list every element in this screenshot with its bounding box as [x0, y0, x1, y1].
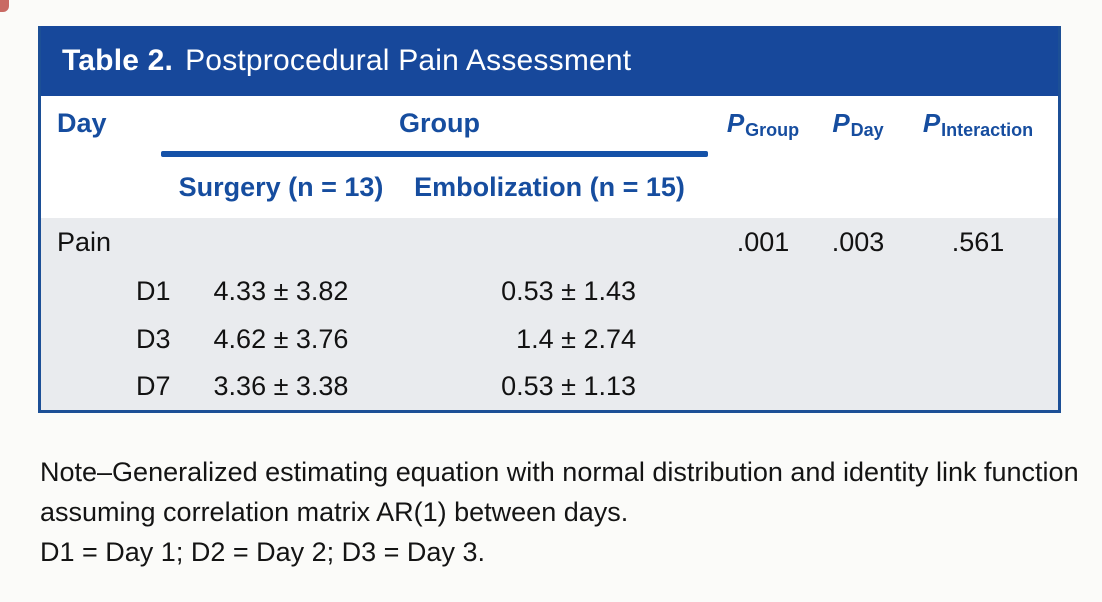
table-2-card: Table 2. Postprocedural Pain Assessment …	[38, 26, 1061, 413]
p-group-value	[708, 267, 818, 315]
row-label: D3	[136, 323, 171, 354]
table-row-d3: D3 4.62 ± 3.76 1.4 ± 2.74	[41, 315, 1058, 363]
p-symbol: P	[832, 108, 850, 138]
table-row-d1: D1 4.33 ± 3.82 0.53 ± 1.43	[41, 267, 1058, 315]
row-label: Pain	[57, 227, 112, 257]
p-day-value: .003	[831, 227, 885, 257]
p-symbol: P	[922, 108, 941, 138]
embolization-value: 0.53 ± 1.43	[501, 275, 636, 306]
table-note: Note–Generalized estimating equation wit…	[40, 452, 1085, 572]
table-row-d7: D7 3.36 ± 3.38 0.53 ± 1.13	[41, 363, 1058, 410]
column-header-p-group: P Group	[708, 108, 818, 140]
embolization-value: 1.4 ± 2.74	[516, 323, 636, 354]
p-subscript-group: Group	[745, 120, 800, 140]
p-interaction-value: .561	[951, 227, 1005, 257]
p-group-value: .001	[736, 227, 790, 257]
column-header-day: Day	[57, 108, 107, 138]
embolization-value: 0.53 ± 1.13	[501, 371, 636, 401]
p-interaction-value	[898, 267, 1058, 315]
p-group-value	[708, 315, 818, 363]
column-header-p-day: P Day	[818, 108, 898, 140]
p-day-value	[818, 267, 898, 315]
p-day-value	[818, 315, 898, 363]
surgery-value	[171, 218, 391, 267]
note-definitions: D1 = Day 1; D2 = Day 2; D3 = Day 3.	[40, 537, 485, 567]
row-label: D7	[136, 371, 171, 401]
table-body: Pain .001 .003 .561 D1 4.33 ± 3.82 0.53 …	[41, 218, 1058, 410]
group-span-rule-row	[41, 151, 1058, 157]
table-number-label: Table 2.	[62, 44, 174, 77]
p-symbol: P	[726, 108, 745, 138]
column-header-group: Group	[399, 108, 480, 138]
table-row-pain: Pain .001 .003 .561	[41, 218, 1058, 267]
table-header: Day Group P Group P Day P Interaction Surge…	[41, 96, 1058, 218]
column-header-embolization: Embolization (n = 15)	[414, 172, 685, 202]
p-group-value	[708, 363, 818, 410]
p-subscript-interaction: Interaction	[941, 120, 1034, 140]
p-interaction-value	[898, 315, 1058, 363]
row-label: D1	[136, 275, 171, 306]
p-day-value	[818, 363, 898, 410]
p-subscript-day: Day	[850, 120, 884, 140]
surgery-value: 3.36 ± 3.38	[213, 371, 349, 401]
embolization-value	[391, 218, 708, 267]
surgery-value: 4.33 ± 3.82	[213, 275, 349, 306]
header-row-top: Day Group P Group P Day P Interaction	[41, 96, 1058, 151]
table-title-bar: Table 2. Postprocedural Pain Assessment	[41, 26, 1058, 96]
note-sentence: Note–Generalized estimating equation wit…	[40, 457, 1079, 527]
column-header-surgery: Surgery (n = 13)	[178, 172, 384, 202]
table-title-text: Postprocedural Pain Assessment	[185, 44, 632, 77]
surgery-value: 4.62 ± 3.76	[213, 323, 349, 354]
red-corner-mark	[0, 0, 9, 12]
header-row-sub: Surgery (n = 13) Embolization (n = 15)	[41, 157, 1058, 218]
column-header-p-interaction: P Interaction	[898, 108, 1058, 140]
group-span-rule	[161, 151, 708, 157]
p-interaction-value	[898, 363, 1058, 410]
